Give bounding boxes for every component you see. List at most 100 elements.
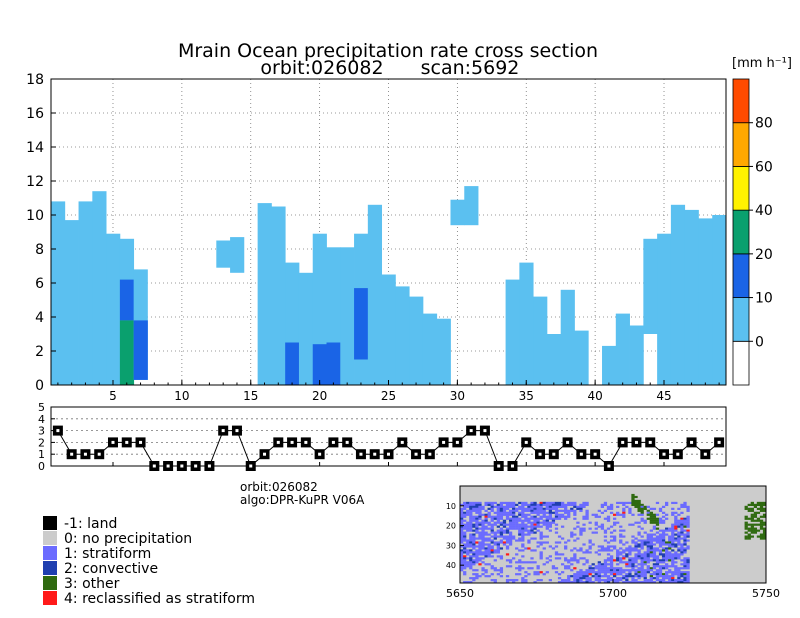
map-pixel [658, 541, 663, 544]
map-pixel [643, 521, 647, 524]
map-pixel [628, 571, 632, 574]
map-pixel [512, 501, 516, 505]
map-pixel [680, 573, 684, 576]
map-pixel [493, 559, 497, 562]
map-pixel [600, 545, 605, 548]
strip-marker-dot [483, 429, 487, 433]
map-pixel [505, 503, 510, 506]
map-pixel [521, 567, 525, 570]
map-pixel [628, 561, 632, 564]
map-pixel [634, 541, 638, 544]
map-pixel [530, 525, 534, 528]
map-pixel [536, 521, 540, 524]
map-pixel [554, 515, 559, 518]
map-x-tick-label: 5650 [446, 587, 474, 600]
map-pixel [508, 561, 513, 564]
map-pixel [521, 549, 525, 552]
map-pixel [539, 507, 543, 510]
map-pixel [475, 575, 479, 578]
map-pixel [490, 529, 494, 532]
map-pixel [634, 575, 638, 578]
map-pixel [680, 549, 684, 552]
map-pixel [671, 533, 675, 536]
map-pixel [564, 557, 568, 560]
map-pixel [668, 535, 672, 538]
map-pixel [671, 553, 675, 556]
map-pixel [747, 529, 751, 532]
map-pixel [551, 517, 556, 520]
map-pixel [579, 533, 583, 536]
map-pixel [606, 579, 611, 582]
map-pixel [524, 533, 528, 536]
map-pixel [619, 577, 623, 580]
info-orbit: orbit:026082 [240, 480, 318, 494]
map-pixel [478, 533, 482, 536]
map-pixel [619, 539, 623, 542]
map-pixel [597, 549, 601, 552]
map-pixel [655, 535, 660, 538]
map-pixel [505, 513, 510, 516]
map-pixel [674, 501, 678, 505]
map-pixel [505, 523, 510, 526]
map-pixel [683, 577, 687, 580]
map-pixel [564, 565, 568, 568]
map-pixel [536, 517, 540, 520]
map-pixel [508, 531, 513, 534]
map-pixel [496, 521, 500, 524]
map-pixel [661, 519, 666, 522]
map-pixel [560, 571, 565, 574]
map-pixel [499, 531, 504, 534]
map-pixel [490, 565, 494, 568]
map-pixel [652, 565, 657, 568]
map-pixel [680, 547, 684, 550]
map-x-tick-label: 5700 [599, 587, 627, 600]
map-pixel [570, 535, 574, 538]
map-pixel [469, 555, 473, 558]
map-pixel [487, 507, 491, 510]
map-pixel [502, 519, 507, 522]
map-pixel [616, 567, 620, 570]
map-pixel [674, 545, 678, 548]
map-pixel [499, 533, 504, 536]
y-tick-label: 12 [26, 174, 44, 190]
map-pixel [539, 543, 543, 546]
map-pixel [460, 515, 464, 518]
map-pixel [661, 547, 666, 550]
map-pixel [622, 561, 626, 564]
map-pixel [655, 519, 660, 522]
map-pixel [545, 527, 549, 530]
rain-cell [367, 204, 383, 385]
map-pixel [564, 567, 568, 570]
map-pixel [573, 503, 577, 506]
map-pixel [539, 555, 543, 558]
map-pixel [646, 555, 650, 558]
map-pixel [744, 507, 748, 510]
map-pixel [665, 565, 669, 568]
map-pixel [493, 505, 497, 508]
map-pixel [554, 553, 559, 556]
map-pixel [762, 533, 767, 536]
map-pixel [508, 519, 513, 522]
map-pixel [502, 501, 507, 505]
map-pixel [539, 511, 543, 514]
map-pixel [478, 551, 482, 554]
map-pixel [533, 573, 537, 576]
map-y-tick-label: 30 [446, 541, 456, 550]
map-pixel [478, 547, 482, 550]
map-pixel [585, 561, 589, 564]
map-pixel [668, 555, 672, 558]
map-pixel [665, 541, 669, 544]
map-pixel [508, 505, 513, 508]
map-pixel [505, 559, 510, 562]
rain-cell [326, 342, 341, 385]
map-pixel [753, 505, 758, 508]
map-pixel [759, 523, 764, 526]
map-pixel [557, 503, 562, 506]
map-pixel [475, 523, 479, 526]
map-pixel [616, 553, 620, 556]
map-pixel [573, 517, 577, 520]
map-pixel [481, 527, 485, 530]
map-pixel [481, 545, 485, 548]
map-pixel [747, 517, 751, 520]
